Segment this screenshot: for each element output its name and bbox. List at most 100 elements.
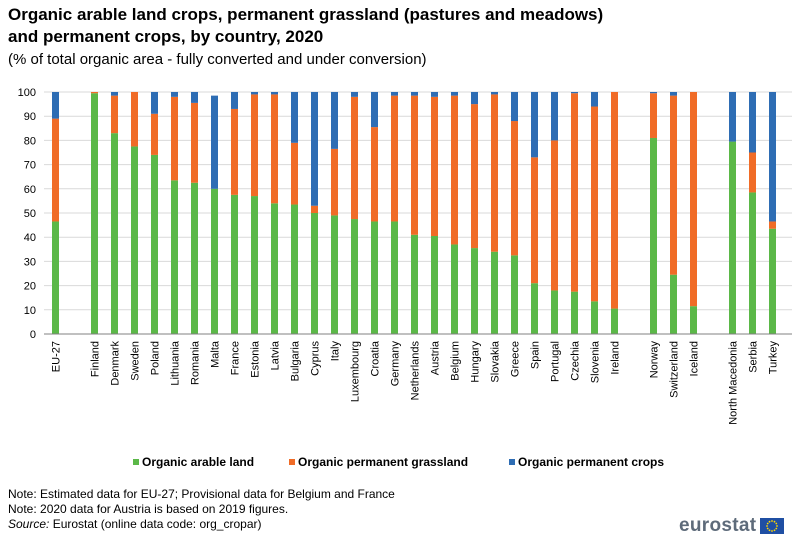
y-tick-label-20: 20 xyxy=(24,281,36,293)
x-tick-label-malta: Malta xyxy=(210,340,222,368)
x-tick-label-turkey: Turkey xyxy=(768,341,780,375)
bar-belgium-organic-arable-land xyxy=(451,244,458,334)
bar-estonia-organic-arable-land xyxy=(251,196,258,334)
source-label: Source: xyxy=(8,517,50,531)
bar-cyprus-organic-permanent-grassland xyxy=(311,205,318,213)
eurostat-logo: eurostat xyxy=(679,515,785,537)
bar-cyprus-organic-permanent-crops xyxy=(311,92,318,206)
bar-slovakia-organic-permanent-crops xyxy=(491,92,498,95)
x-tick-label-serbia: Serbia xyxy=(748,340,760,373)
bar-italy-organic-permanent-grassland xyxy=(331,148,338,216)
bar-italy-organic-permanent-crops xyxy=(331,92,338,149)
legend-swatch-organic-permanent-grassland xyxy=(289,459,295,465)
bar-slovenia-organic-permanent-grassland xyxy=(591,106,598,302)
bar-bulgaria-organic-permanent-crops xyxy=(291,92,298,143)
legend-label-organic-arable-land: Organic arable land xyxy=(142,455,254,469)
bar-serbia-organic-permanent-grassland xyxy=(749,152,756,193)
x-tick-label-spain: Spain xyxy=(530,341,542,369)
y-tick-label-0: 0 xyxy=(30,329,36,341)
bar-france-organic-arable-land xyxy=(231,194,238,334)
bar-germany-organic-permanent-grassland xyxy=(391,95,398,222)
x-tick-label-lithuania: Lithuania xyxy=(170,340,182,386)
bar-bulgaria-organic-permanent-grassland xyxy=(291,142,298,205)
x-tick-label-bulgaria: Bulgaria xyxy=(290,340,302,381)
legend-label-organic-permanent-crops: Organic permanent crops xyxy=(518,455,664,469)
bar-hungary-organic-permanent-grassland xyxy=(471,104,478,249)
footnotes: Note: Estimated data for EU-27; Provisio… xyxy=(8,487,395,532)
x-tick-label-hungary: Hungary xyxy=(470,341,482,383)
bar-ireland-organic-arable-land xyxy=(611,308,618,334)
bar-denmark-organic-permanent-grassland xyxy=(111,95,118,134)
bars xyxy=(52,92,776,335)
bar-greece-organic-permanent-crops xyxy=(511,92,518,122)
bar-eu-27-organic-arable-land xyxy=(52,221,59,334)
y-tick-label-10: 10 xyxy=(24,305,36,317)
bar-ireland-organic-permanent-grassland xyxy=(611,92,618,309)
bar-estonia-organic-permanent-grassland xyxy=(251,94,258,197)
bar-iceland-organic-permanent-grassland xyxy=(690,92,697,307)
source-line: Source: Eurostat (online data code: org_… xyxy=(8,517,395,532)
bar-lithuania-organic-arable-land xyxy=(171,180,178,334)
bar-luxembourg-organic-permanent-grassland xyxy=(351,96,358,220)
legend: Organic arable land Organic permanent gra… xyxy=(133,455,664,469)
bar-poland-organic-arable-land xyxy=(151,154,158,334)
bar-hungary-organic-permanent-crops xyxy=(471,92,478,105)
logo-text: eurostat xyxy=(679,515,757,536)
x-tick-label-luxembourg: Luxembourg xyxy=(350,341,362,402)
bar-czechia-organic-arable-land xyxy=(571,291,578,334)
note-austria: Note: 2020 data for Austria is based on … xyxy=(8,502,289,516)
source-text: Eurostat (online data code: org_cropar) xyxy=(49,517,262,531)
bar-romania-organic-arable-land xyxy=(191,182,198,334)
bar-romania-organic-permanent-crops xyxy=(191,92,198,103)
bar-sweden-organic-permanent-grassland xyxy=(131,92,138,147)
bar-finland-organic-arable-land xyxy=(91,93,98,335)
x-axis-category-labels: EU-27 Finland Denmark Sweden Poland Lithuania… xyxy=(51,340,780,425)
y-axis-tick-labels: 0 10 20 30 40 50 60 70 80 90 100 xyxy=(18,87,36,341)
bar-greece-organic-arable-land xyxy=(511,255,518,334)
x-tick-label-sweden: Sweden xyxy=(130,341,142,381)
bar-finland-organic-permanent-grassland xyxy=(91,92,98,94)
bar-slovenia-organic-arable-land xyxy=(591,301,598,334)
y-tick-label-70: 70 xyxy=(24,160,36,172)
bar-malta-organic-permanent-crops xyxy=(211,95,218,189)
x-tick-label-germany: Germany xyxy=(390,341,402,387)
y-tick-label-80: 80 xyxy=(24,135,36,147)
bar-greece-organic-permanent-grassland xyxy=(511,121,518,256)
x-tick-label-belgium: Belgium xyxy=(450,341,462,381)
x-tick-label-latvia: Latvia xyxy=(270,340,282,370)
bar-spain-organic-arable-land xyxy=(531,283,538,334)
x-tick-label-netherlands: Netherlands xyxy=(410,341,422,401)
bar-netherlands-organic-permanent-grassland xyxy=(411,95,418,235)
bar-spain-organic-permanent-grassland xyxy=(531,157,538,284)
bar-norway-organic-permanent-crops xyxy=(650,92,657,94)
x-tick-label-denmark: Denmark xyxy=(110,341,122,386)
bar-turkey-organic-permanent-grassland xyxy=(769,221,776,229)
bar-switzerland-organic-permanent-crops xyxy=(670,92,677,96)
x-tick-label-austria: Austria xyxy=(430,340,442,375)
legend-label-organic-permanent-grassland: Organic permanent grassland xyxy=(298,455,468,469)
bar-serbia-organic-permanent-crops xyxy=(749,92,756,153)
bar-slovakia-organic-permanent-grassland xyxy=(491,94,498,252)
bar-iceland-organic-arable-land xyxy=(690,306,697,334)
bar-lithuania-organic-permanent-crops xyxy=(171,92,178,97)
bar-czechia-organic-permanent-crops xyxy=(571,92,578,94)
bar-netherlands-organic-permanent-crops xyxy=(411,92,418,96)
bar-poland-organic-permanent-grassland xyxy=(151,113,158,155)
x-tick-label-north-macedonia: North Macedonia xyxy=(728,340,740,425)
x-tick-label-eu-27: EU-27 xyxy=(51,341,63,372)
x-tick-label-poland: Poland xyxy=(150,341,162,375)
x-tick-label-czechia: Czechia xyxy=(570,340,582,381)
y-tick-label-90: 90 xyxy=(24,111,36,123)
bar-north-macedonia-organic-permanent-crops xyxy=(729,92,736,142)
bar-croatia-organic-permanent-grassland xyxy=(371,127,378,222)
bar-norway-organic-arable-land xyxy=(650,137,657,334)
x-tick-label-slovakia: Slovakia xyxy=(490,340,502,382)
bar-switzerland-organic-permanent-grassland xyxy=(670,95,677,275)
bar-croatia-organic-permanent-crops xyxy=(371,92,378,128)
x-tick-label-estonia: Estonia xyxy=(250,340,262,378)
note-estimated: Note: Estimated data for EU-27; Provisio… xyxy=(8,487,395,501)
bar-luxembourg-organic-permanent-crops xyxy=(351,92,358,97)
x-tick-label-romania: Romania xyxy=(190,340,202,385)
bar-romania-organic-permanent-grassland xyxy=(191,102,198,183)
bar-turkey-organic-arable-land xyxy=(769,228,776,334)
